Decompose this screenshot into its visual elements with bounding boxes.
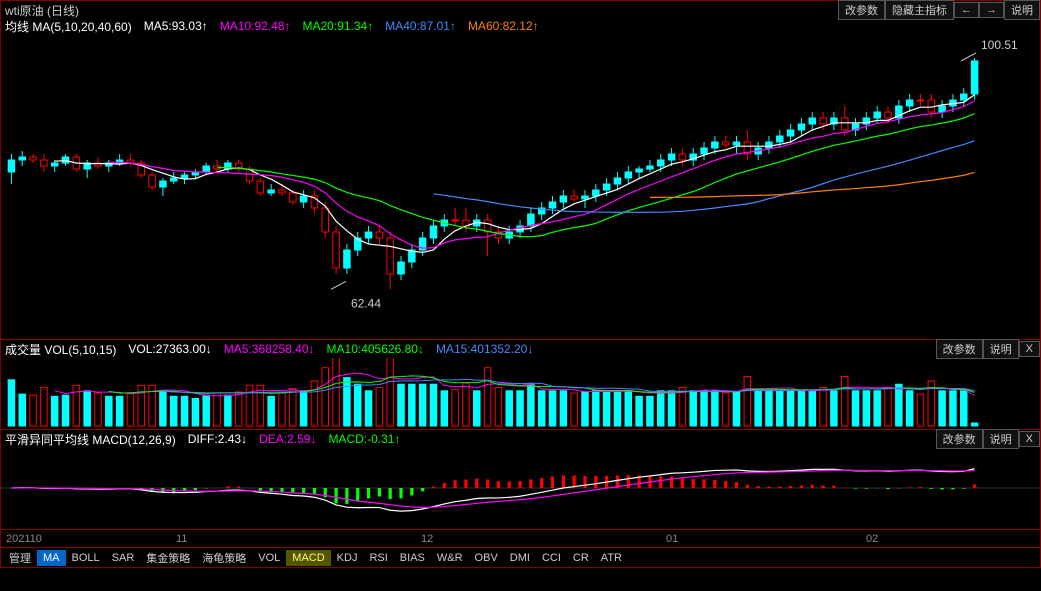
volume-panel: 成交量 VOL(5,10,15) VOL:27363.00 MA5:368258.4… [0,340,1041,430]
macd-legend: 平滑异同平均线 MACD(12,26,9) DIFF:2.43 DEA:2.59 MA… [1,430,1040,448]
volume-button[interactable]: 改参数 [936,339,983,359]
macd-button[interactable]: X [1019,431,1040,447]
axis-label: 01 [666,533,678,545]
axis-label: 02 [866,533,878,545]
svg-text:100.51: 100.51 [981,38,1018,52]
indicator-atr[interactable]: ATR [595,550,628,566]
indicator-cr[interactable]: CR [567,550,595,566]
indicator-cci[interactable]: CCI [536,550,567,566]
axis-label: 11 [176,533,187,545]
legend-item: 成交量 VOL(5,10,15) [5,341,116,358]
indicator-海龟策略[interactable]: 海龟策略 [196,548,252,568]
volume-button[interactable]: X [1019,341,1040,357]
legend-item: MA20:91.34 [303,19,374,33]
macd-button[interactable]: 说明 [983,429,1019,449]
price-button[interactable]: 改参数 [838,0,885,20]
volume-button[interactable]: 说明 [983,339,1019,359]
legend-item: DEA:2.59 [259,432,316,446]
price-button[interactable]: 说明 [1004,0,1040,20]
indicator-ma[interactable]: MA [37,550,66,566]
legend-item: 均线 MA(5,10,20,40,60) [5,18,132,35]
legend-item: 平滑异同平均线 MACD(12,26,9) [5,431,176,448]
indicator-bar: 管理MABOLLSAR集金策略海龟策略VOLMACDKDJRSIBIASW&RO… [0,548,1041,568]
legend-item: MA10:92.48 [220,19,291,33]
legend-item: MA40:87.01 [385,19,456,33]
price-toolbar: 改参数隐藏主指标←→说明 [838,1,1040,19]
price-chart-panel: wti原油 (日线) 均线 MA(5,10,20,40,60) MA5:93.03… [0,0,1041,340]
macd-panel: 平滑异同平均线 MACD(12,26,9) DIFF:2.43 DEA:2.59 MA… [0,430,1041,530]
indicator-dmi[interactable]: DMI [504,550,536,566]
axis-label: 202110 [6,533,42,545]
macd-button[interactable]: 改参数 [936,429,983,449]
legend-item: MA15:401352.20 [436,342,533,356]
svg-text:62.44: 62.44 [351,296,381,310]
legend-item: MA60:82.12 [468,19,539,33]
indicator-vol[interactable]: VOL [252,550,286,566]
price-chart-area[interactable]: 100.51 62.44 [1,19,1040,339]
indicator-boll[interactable]: BOLL [66,550,106,566]
legend-item: MA5:93.03 [144,19,208,33]
indicator-管理[interactable]: 管理 [3,548,37,568]
indicator-集金策略[interactable]: 集金策略 [140,548,196,568]
time-axis: 202110 11 12 01 02 [0,530,1041,548]
legend-item: MA10:405626.80 [327,342,424,356]
indicator-bias[interactable]: BIAS [394,550,431,566]
indicator-macd[interactable]: MACD [286,550,330,566]
indicator-sar[interactable]: SAR [106,550,141,566]
indicator-rsi[interactable]: RSI [363,550,393,566]
indicator-obv[interactable]: OBV [469,550,504,566]
price-button[interactable]: → [979,2,1004,18]
axis-label: 12 [421,533,433,545]
legend-item: VOL:27363.00 [128,342,211,356]
legend-item: MA5:368258.40 [224,342,315,356]
price-button[interactable]: ← [954,2,979,18]
macd-toolbar: 改参数说明X [936,430,1040,448]
macd-chart-area[interactable] [1,448,1040,529]
chart-title: wti原油 (日线) [5,2,79,19]
volume-toolbar: 改参数说明X [936,340,1040,358]
legend-item: DIFF:2.43 [188,432,247,446]
volume-legend: 成交量 VOL(5,10,15) VOL:27363.00 MA5:368258.4… [1,340,1040,358]
legend-item: MACD:-0.31 [328,432,400,446]
indicator-kdj[interactable]: KDJ [331,550,364,566]
price-button[interactable]: 隐藏主指标 [885,0,954,20]
volume-chart-area[interactable] [1,358,1040,429]
indicator-w&r[interactable]: W&R [431,550,469,566]
